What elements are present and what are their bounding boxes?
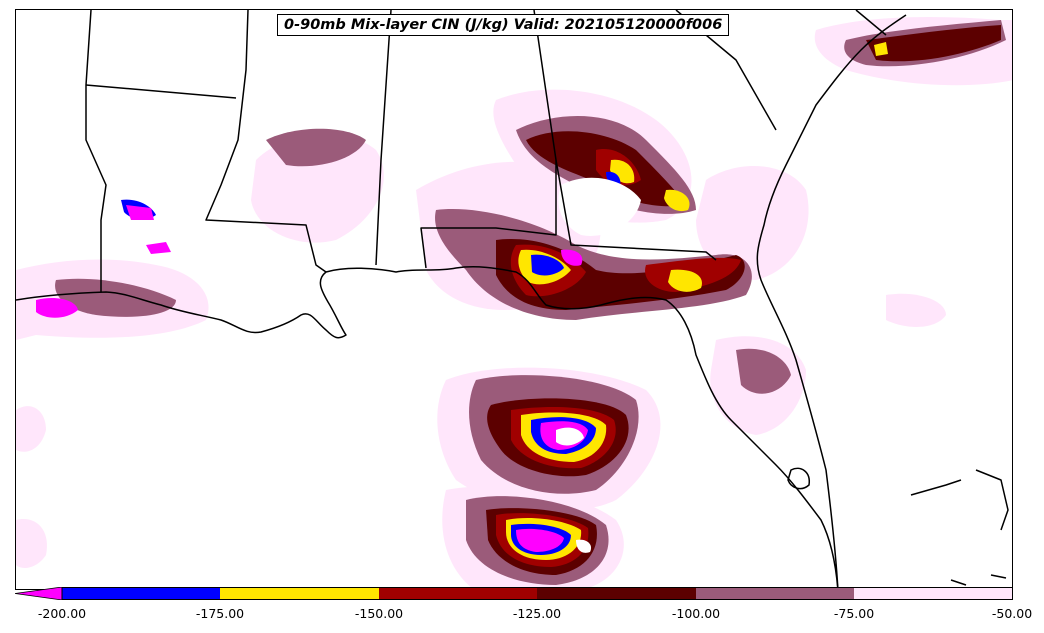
coastline-and-borders bbox=[16, 10, 1009, 589]
colorbar-tick: -150.00 bbox=[354, 606, 404, 621]
colorbar-outline bbox=[61, 587, 1013, 600]
colorbar-tick: -50.00 bbox=[991, 606, 1033, 621]
cin-white-cores bbox=[556, 177, 641, 553]
colorbar-bin-mauve bbox=[696, 587, 854, 600]
state-border bbox=[85, 84, 237, 99]
cin-map bbox=[16, 10, 1012, 589]
colorbar-bin-magenta bbox=[15, 587, 63, 600]
state-border bbox=[855, 10, 887, 36]
state-border bbox=[375, 10, 392, 266]
bahamas bbox=[990, 574, 1007, 579]
state-border bbox=[205, 10, 327, 273]
colorbar-tick: -75.00 bbox=[833, 606, 875, 621]
colorbar-bin-blue bbox=[62, 587, 220, 600]
state-border bbox=[85, 10, 107, 292]
bahamas bbox=[950, 579, 967, 586]
state-border bbox=[555, 159, 717, 261]
colorbar-ticks: -200.00 -175.00 -150.00 -125.00 -100.00 … bbox=[0, 606, 1044, 626]
colorbar-bin-light-pink bbox=[854, 587, 1013, 600]
colorbar bbox=[15, 587, 1013, 600]
map-title: 0-90mb Mix-layer CIN (J/kg) Valid: 20210… bbox=[277, 14, 730, 36]
colorbar-tick: -100.00 bbox=[671, 606, 721, 621]
bahamas bbox=[975, 469, 1009, 531]
colorbar-tick: -125.00 bbox=[512, 606, 562, 621]
colorbar-bin-yellow bbox=[220, 587, 379, 600]
state-border bbox=[420, 10, 557, 269]
florida-east-coast bbox=[756, 14, 907, 589]
bahamas bbox=[910, 479, 962, 496]
map-panel bbox=[15, 9, 1013, 590]
colorbar-tick: -175.00 bbox=[195, 606, 245, 621]
colorbar-bin-red bbox=[379, 587, 537, 600]
colorbar-tick: -200.00 bbox=[37, 606, 87, 621]
gulf-coastline bbox=[16, 266, 839, 589]
colorbar-bin-dark-maroon bbox=[537, 587, 696, 600]
lake-okeechobee bbox=[787, 467, 810, 490]
